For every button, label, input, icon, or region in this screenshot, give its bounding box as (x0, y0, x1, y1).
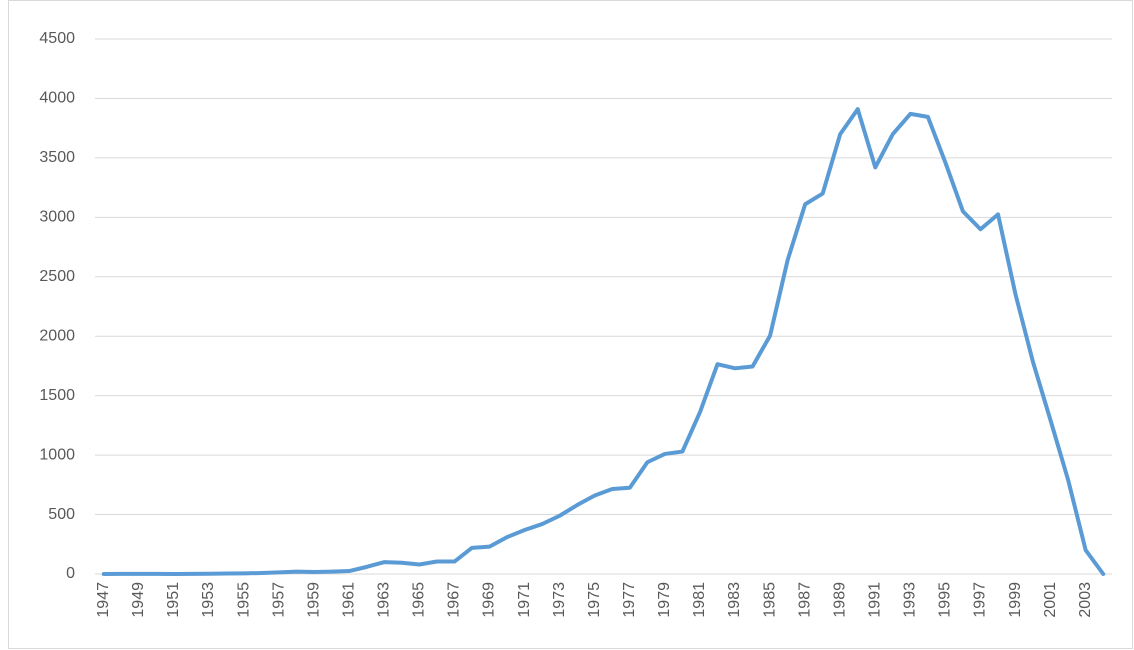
x-tick-label: 1953 (200, 582, 217, 618)
x-tick-label: 1995 (937, 582, 954, 618)
x-tick-label: 1997 (972, 582, 989, 618)
x-tick-label: 1963 (376, 582, 393, 618)
x-tick-label: 1965 (411, 582, 428, 618)
x-tick-label: 2003 (1077, 582, 1094, 618)
x-tick-label: 1979 (656, 582, 673, 618)
x-tick-label: 1973 (551, 582, 568, 618)
x-tick-label: 1993 (902, 582, 919, 618)
x-tick-label: 1969 (481, 582, 498, 618)
y-tick-label: 2500 (39, 268, 75, 285)
y-tick-label: 4000 (39, 90, 75, 107)
x-tick-label: 1959 (305, 582, 322, 618)
x-tick-label: 1991 (867, 582, 884, 618)
x-tick-label: 1951 (165, 582, 182, 618)
x-tick-label: 1999 (1007, 582, 1024, 618)
x-tick-label: 1957 (270, 582, 287, 618)
x-tick-label: 1971 (516, 582, 533, 618)
x-tick-label: 1983 (726, 582, 743, 618)
x-tick-label: 1975 (586, 582, 603, 618)
y-tick-label: 3500 (39, 149, 75, 166)
y-tick-label: 1500 (39, 387, 75, 404)
y-tick-label: 4500 (39, 30, 75, 47)
y-tick-label: 1000 (39, 446, 75, 463)
x-tick-label: 1987 (796, 582, 813, 618)
data-line (101, 107, 1106, 576)
x-tick-label: 1977 (621, 582, 638, 618)
y-tick-label: 3000 (39, 209, 75, 226)
y-tick-label: 2000 (39, 327, 75, 344)
x-tick-label: 1955 (235, 582, 252, 618)
x-tick-label: 1967 (446, 582, 463, 618)
y-tick-label: 500 (48, 506, 75, 523)
x-tick-label: 1989 (831, 582, 848, 618)
x-tick-label: 1949 (130, 582, 147, 618)
x-tick-label: 1981 (691, 582, 708, 618)
x-tick-label: 2001 (1042, 582, 1059, 618)
x-tick-label: 1961 (340, 582, 357, 618)
chart-border (8, 0, 1133, 649)
x-tick-label: 1947 (95, 582, 112, 618)
x-tick-label: 1985 (761, 582, 778, 618)
y-tick-label: 0 (66, 565, 75, 582)
